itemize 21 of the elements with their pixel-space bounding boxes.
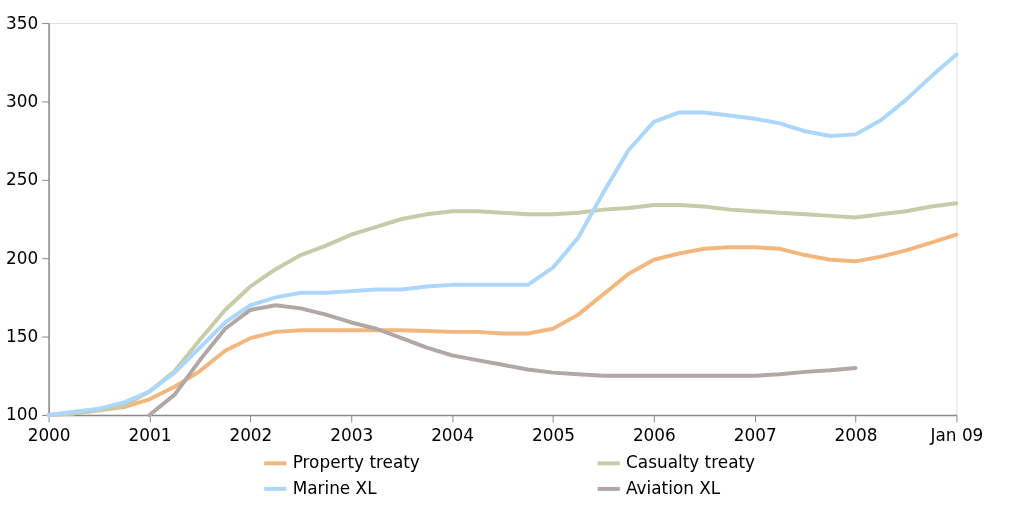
x-tick-label: 2003 bbox=[330, 425, 374, 446]
y-tick-label: 150 bbox=[6, 326, 39, 347]
legend-label: Marine XL bbox=[292, 477, 378, 498]
line-series bbox=[147, 303, 858, 417]
x-tick-label: 2005 bbox=[532, 425, 575, 446]
x-tick-label: 2004 bbox=[431, 425, 475, 446]
y-tick-label: 250 bbox=[6, 169, 39, 190]
x-tick-label: 2000 bbox=[27, 425, 71, 446]
y-tick-label: 350 bbox=[6, 12, 39, 33]
y-tick-label: 300 bbox=[6, 90, 39, 111]
legend-label: Casualty treaty bbox=[626, 452, 756, 473]
x-tick-label: 2008 bbox=[834, 425, 878, 446]
y-tick-label: 100 bbox=[6, 404, 39, 425]
x-tick-label: Jan 09 bbox=[929, 425, 984, 446]
x-tick-label: 2006 bbox=[632, 425, 676, 446]
x-tick-label: 2001 bbox=[128, 425, 172, 446]
x-tick-label: 2002 bbox=[229, 425, 273, 446]
legend-label: Aviation XL bbox=[626, 477, 721, 498]
legend-label: Property treaty bbox=[292, 452, 420, 473]
x-tick-label: 2007 bbox=[733, 425, 777, 446]
y-tick-label: 200 bbox=[6, 247, 39, 268]
